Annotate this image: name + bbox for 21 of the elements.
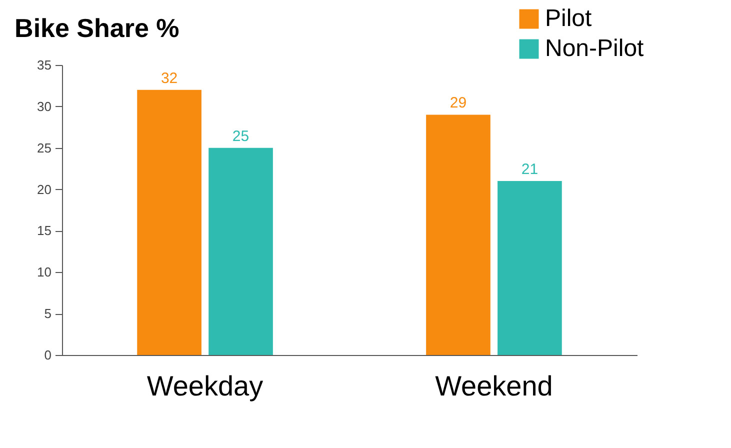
chart-title: Bike Share % xyxy=(14,13,180,43)
y-tick-label: 35 xyxy=(37,58,52,72)
data-label: 32 xyxy=(160,70,178,87)
x-tick-label: Weekend xyxy=(435,370,553,402)
y-tick-label: 0 xyxy=(44,348,52,362)
data-label: 21 xyxy=(521,161,538,178)
y-tick-label: 30 xyxy=(37,98,52,114)
y-tick-label: 15 xyxy=(37,223,52,238)
x-tick-label: Weekday xyxy=(146,370,264,402)
legend-label: Pilot xyxy=(545,5,592,32)
bar xyxy=(137,90,202,355)
bar xyxy=(498,181,562,355)
y-tick-label: 20 xyxy=(37,182,52,197)
bar xyxy=(426,114,490,355)
y-tick-label: 5 xyxy=(44,306,52,322)
y-tick-label: 25 xyxy=(37,140,52,156)
data-label: 25 xyxy=(232,128,250,145)
bar xyxy=(208,148,273,355)
legend-label: Non-Pilot xyxy=(545,35,644,62)
data-label: 29 xyxy=(450,94,467,112)
y-tick-label: 10 xyxy=(37,264,52,280)
